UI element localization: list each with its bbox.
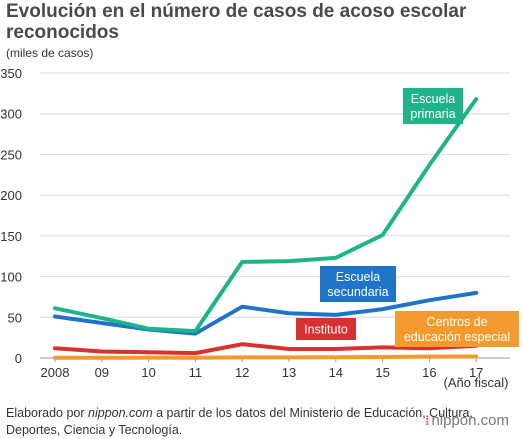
y-tick-label: 300 [0,107,22,122]
x-tick-label: 15 [375,365,389,380]
series-label-text: secundaria [327,285,388,299]
nippon-logo: ⁞ nippon.com [425,412,509,429]
series-label-text: Escuela [336,270,381,284]
series-label-2: Instituto [296,318,356,340]
y-tick-label: 200 [0,188,22,203]
x-tick-label: 16 [422,365,436,380]
x-tick-label: 2008 [41,365,70,380]
source-prefix: Elaborado por [6,406,89,420]
y-tick-label: 250 [0,147,22,162]
x-tick-label: 10 [141,365,155,380]
y-tick-label: 150 [0,229,22,244]
logo-mark-icon: ⁞ [425,413,430,428]
x-tick-label: 12 [235,365,249,380]
series-label-text: primaria [410,107,455,121]
x-tick-label: 11 [189,365,203,380]
series-line-3 [53,354,479,360]
series-label-text: Instituto [304,323,348,337]
series-lines [53,97,479,360]
y-tick-label: 100 [0,270,22,285]
series-label-text: educación especial [404,330,510,344]
x-tick-labels: 2008 09 10 11 12 13 14 15 16 17 [41,358,483,380]
y-tick-labels: 0 50 100 150 200 250 300 350 [0,66,22,366]
series-label-text: Centros de [426,315,487,329]
x-tick-label: 17 [469,365,483,380]
logo-text: nippon.com [431,412,509,429]
x-axis-label: (Año fiscal) [443,375,508,390]
series-line-2 [53,342,479,356]
series-line-1 [53,290,479,336]
chart-title: Evolución en el número de casos de acoso… [6,1,467,43]
source-brand: nippon.com [88,406,153,420]
y-axis-unit-label: (miles de casos) [6,46,94,60]
y-tick-label: 50 [8,310,22,325]
series-line-0 [53,97,479,334]
series-labels: EscuelaprimariaEscuelasecundariaInstitut… [296,88,519,347]
x-tick-label: 13 [282,365,296,380]
y-tick-label: 350 [0,66,22,81]
x-tick-label: 09 [95,365,109,380]
y-tick-label: 0 [15,351,22,366]
x-tick-label: 14 [329,365,343,380]
series-label-text: Escuela [411,92,456,106]
